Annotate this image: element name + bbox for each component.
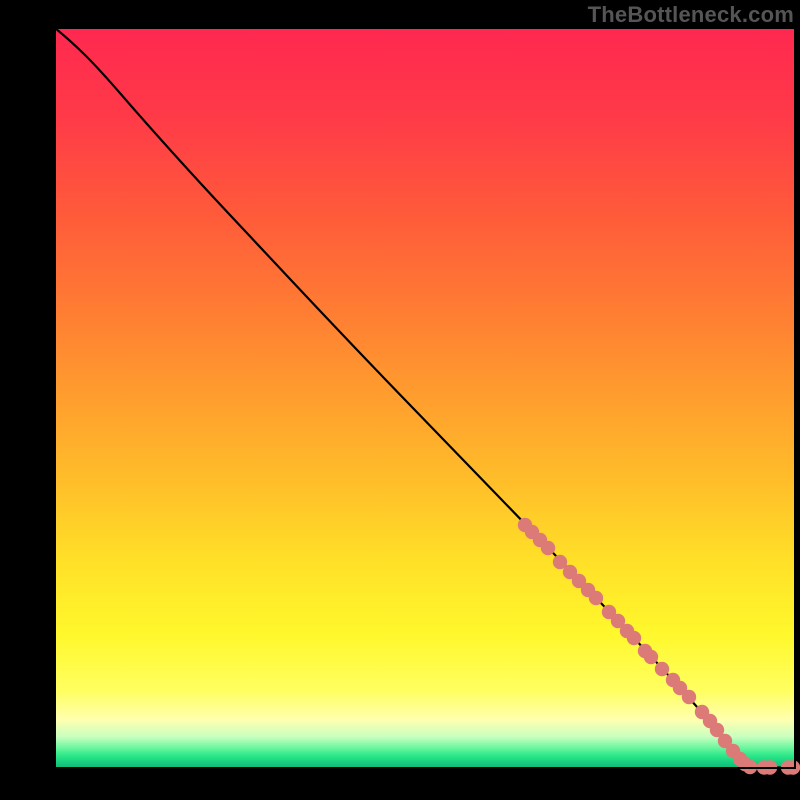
plot-background bbox=[55, 28, 795, 768]
chart-svg bbox=[0, 0, 800, 800]
data-marker bbox=[682, 690, 696, 704]
data-marker bbox=[541, 541, 555, 555]
data-marker bbox=[589, 591, 603, 605]
data-marker bbox=[655, 662, 669, 676]
watermark: TheBottleneck.com bbox=[588, 2, 794, 28]
chart-container: { "watermark_text": "TheBottleneck.com",… bbox=[0, 0, 800, 800]
data-marker bbox=[644, 650, 658, 664]
data-marker bbox=[627, 631, 641, 645]
